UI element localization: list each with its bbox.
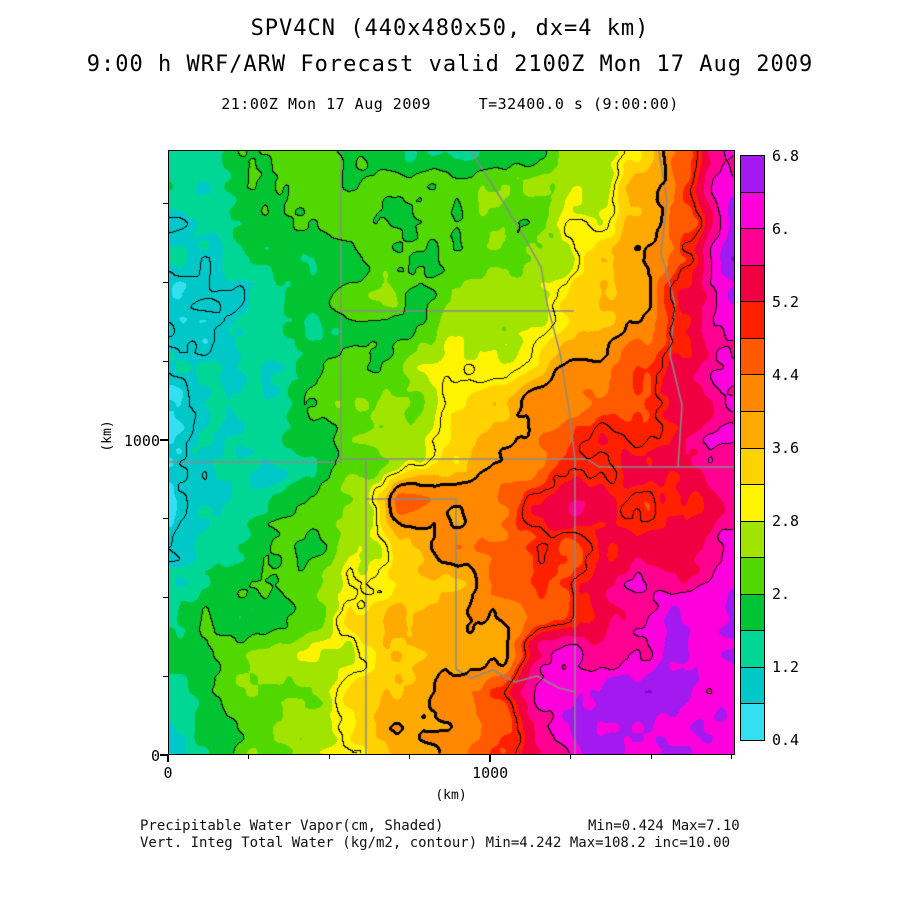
colorbar-segment bbox=[741, 557, 764, 594]
colorbar-segment bbox=[741, 264, 764, 302]
map-plot-frame bbox=[168, 150, 735, 755]
axis-tick-mark bbox=[570, 755, 572, 759]
axis-tick-mark bbox=[248, 755, 250, 759]
axis-tick-mark bbox=[489, 755, 491, 762]
axis-tick-mark bbox=[160, 754, 168, 756]
axis-tick-mark bbox=[731, 755, 733, 759]
caption-shaded-stats: Min=0.424 Max=7.10 bbox=[588, 818, 740, 834]
colorbar-tick-label: 5.2 bbox=[772, 293, 800, 311]
plot-title: SPV4CN (440x480x50, dx=4 km) bbox=[250, 16, 650, 41]
axis-tick-mark bbox=[163, 281, 168, 283]
axis-tick-mark bbox=[163, 360, 168, 362]
colorbar-segment bbox=[741, 520, 764, 558]
axis-tick-mark bbox=[650, 755, 652, 759]
axis-tick-mark bbox=[328, 755, 330, 759]
colorbar-segment bbox=[741, 374, 764, 411]
plot-valid-time: 21:00Z Mon 17 Aug 2009 T=32400.0 s (9:00… bbox=[221, 95, 679, 113]
colorbar-labels: 6.8 6. 5.2 4.4 3.6 2.8 2. 1.2 0.4 bbox=[772, 147, 828, 749]
colorbar-segment bbox=[741, 630, 764, 667]
y-axis-label: (km) bbox=[100, 420, 115, 452]
axis-tick-mark bbox=[163, 203, 168, 205]
axis-tick-label: 0 bbox=[150, 747, 160, 765]
axis-tick-mark bbox=[163, 518, 168, 520]
plot-subtitle: 9:00 h WRF/ARW Forecast valid 2100Z Mon … bbox=[86, 52, 814, 77]
colorbar-segment bbox=[741, 666, 764, 704]
colorbar-segment bbox=[741, 447, 764, 485]
colorbar-segment bbox=[741, 228, 764, 265]
colorbar-segment bbox=[741, 191, 764, 229]
contour-overlay-canvas bbox=[169, 151, 734, 754]
caption-contour-field: Vert. Integ Total Water (kg/m2, contour)… bbox=[140, 835, 731, 851]
colorbar-segment bbox=[741, 703, 764, 740]
colorbar-tick-label: 1.2 bbox=[772, 658, 800, 676]
axis-tick-label: 1000 bbox=[123, 431, 160, 450]
axis-tick-mark bbox=[167, 755, 169, 762]
colorbar-segment bbox=[741, 337, 764, 375]
colorbar-segment bbox=[741, 484, 764, 521]
colorbar-segment bbox=[741, 156, 764, 192]
colorbar-tick-label: 6. bbox=[772, 220, 791, 238]
colorbar-segment bbox=[741, 410, 764, 448]
colorbar bbox=[740, 155, 765, 741]
colorbar-tick-label: 0.4 bbox=[772, 731, 800, 749]
caption-shaded-field: Precipitable Water Vapor(cm, Shaded) bbox=[140, 818, 444, 834]
colorbar-tick-label: 2. bbox=[772, 585, 791, 603]
x-axis-label: (km) bbox=[435, 788, 467, 803]
axis-tick-mark bbox=[409, 755, 411, 759]
colorbar-segment bbox=[741, 301, 764, 338]
axis-tick-label: 1000 bbox=[472, 764, 509, 782]
axis-tick-mark bbox=[160, 439, 168, 441]
colorbar-tick-label: 6.8 bbox=[772, 147, 800, 165]
colorbar-segment bbox=[741, 593, 764, 631]
colorbar-tick-label: 3.6 bbox=[772, 439, 800, 457]
colorbar-tick-label: 4.4 bbox=[772, 366, 800, 384]
colorbar-tick-label: 2.8 bbox=[772, 512, 800, 530]
axis-tick-mark bbox=[163, 675, 168, 677]
axis-tick-mark bbox=[163, 596, 168, 598]
axis-tick-label: 0 bbox=[163, 764, 173, 782]
